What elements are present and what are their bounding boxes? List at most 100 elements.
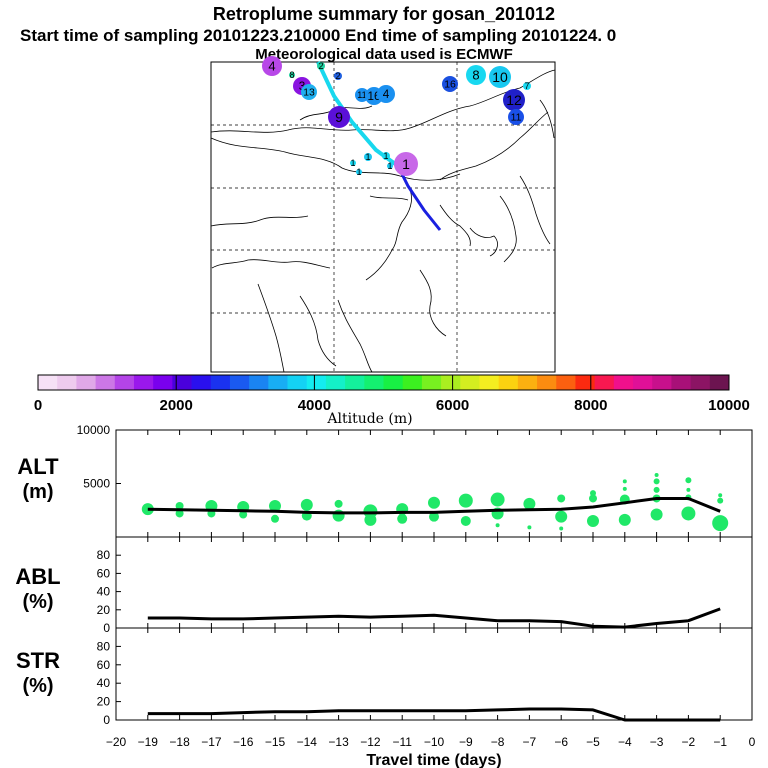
plume-marker-17 [350, 160, 356, 166]
chart-title: Retroplume summary for gosan_201012 [212, 4, 556, 24]
x-tick-label: −16 [233, 735, 254, 749]
colorbar-swatch [537, 375, 557, 390]
y-tick-label: 60 [97, 566, 111, 580]
plume-marker-12 [466, 65, 486, 85]
y-axis-unit: (%) [22, 591, 53, 613]
plume-marker-label: 4 [268, 59, 275, 74]
x-tick-label: −3 [650, 735, 664, 749]
plume-marker-label: 1 [383, 151, 388, 161]
meteorological-data-note: Meteorological data used is ECMWF [255, 46, 513, 63]
y-axis-label: STR [16, 648, 60, 673]
altitude-dot [490, 492, 505, 507]
y-tick-label: 60 [97, 658, 111, 672]
altitude-dot [460, 515, 471, 526]
colorbar-tick-label: 10000 [708, 397, 750, 414]
altitude-dot [587, 514, 599, 527]
plume-marker-20 [382, 152, 390, 160]
x-tick-label: −10 [424, 735, 445, 749]
colorbar-swatch [249, 375, 269, 390]
altitude-dot [397, 513, 408, 524]
altitude-dot [712, 515, 729, 532]
colorbar-swatch [633, 375, 653, 390]
y-tick-label: 40 [97, 585, 111, 599]
colorbar-swatch [402, 375, 423, 390]
sampling-time-subtitle: Start time of sampling 20101223.210000 E… [20, 26, 617, 45]
plume-marker-19 [364, 153, 372, 161]
y-axis-unit: (%) [22, 675, 53, 697]
altitude-dot [239, 510, 248, 519]
colorbar-swatch [133, 375, 154, 390]
map-frame [210, 61, 556, 373]
plume-marker-label: 9 [335, 109, 343, 125]
x-tick-label: −12 [360, 735, 381, 749]
altitude-dot [717, 497, 724, 504]
colorbar-tick-label: 6000 [436, 397, 469, 414]
x-tick-label: −17 [201, 735, 222, 749]
plume-marker-15 [503, 89, 525, 111]
colorbar-swatch [325, 375, 346, 390]
plume-marker-1 [262, 56, 282, 76]
x-tick-label: −19 [138, 735, 159, 749]
colorbar-swatch [613, 375, 634, 390]
plume-marker-3 [334, 72, 342, 80]
x-tick-label: −18 [169, 735, 190, 749]
plume-marker-label: 10 [492, 69, 508, 85]
colorbar-swatch [441, 375, 461, 390]
y-tick-label: 20 [97, 603, 111, 617]
y-tick-label: 0 [103, 713, 110, 727]
altitude-dot [557, 494, 566, 503]
plume-marker-label: 1 [356, 167, 361, 177]
x-tick-label: −20 [106, 735, 127, 749]
altitude-dot [523, 497, 536, 510]
altitude-dot [685, 477, 692, 484]
colorbar-swatch [479, 375, 500, 390]
plume-marker-label: 3 [299, 80, 306, 93]
plume-marker-label: 2 [335, 71, 340, 81]
y-tick-label: 80 [97, 548, 111, 562]
colorbar-swatch [172, 375, 192, 390]
altitude-dot [555, 510, 568, 523]
series-line-alt [147, 497, 721, 515]
plume-marker-label: 1 [365, 152, 370, 162]
y-axis-label: ALT [17, 454, 59, 479]
colorbar-swatch [229, 375, 250, 390]
colorbar-tick-label: 8000 [574, 397, 607, 414]
plume-marker-label: 13 [303, 88, 315, 99]
altitude-dot [681, 506, 696, 521]
colorbar-swatch [153, 375, 173, 390]
altitude-dot [428, 496, 440, 509]
plume-marker-14 [523, 82, 531, 90]
altitude-dot [364, 513, 377, 526]
colorbar-swatch [191, 375, 212, 390]
x-tick-label: −11 [392, 735, 412, 749]
colorbar-swatch [38, 375, 58, 390]
x-tick-label: −6 [554, 735, 568, 749]
altitude-dot [527, 525, 532, 530]
colorbar-swatch [210, 375, 231, 390]
altitude-dot [458, 493, 473, 508]
plume-marker-label: 16 [444, 80, 456, 91]
altitude-dot [589, 494, 597, 503]
colorbar-swatch [306, 375, 327, 390]
plume-marker-9 [377, 85, 395, 103]
altitude-dot [175, 501, 184, 510]
colorbar-swatch [517, 375, 538, 390]
altitude-dot [653, 478, 660, 485]
colorbar-title: Altitude (m) [326, 411, 412, 427]
plume-marker-label: 4 [383, 88, 390, 101]
y-tick-label: 80 [97, 639, 111, 653]
plume-marker-label: 1 [387, 161, 392, 171]
y-tick-label: 40 [97, 676, 111, 690]
x-tick-label: −9 [459, 735, 473, 749]
altitude-dot [686, 487, 691, 492]
colorbar-swatch [575, 375, 596, 390]
plume-marker-label: 11 [357, 90, 366, 100]
x-tick-label: −13 [328, 735, 349, 749]
colorbar-swatch [364, 375, 384, 390]
y-axis-unit: (m) [22, 481, 53, 503]
colorbar-tick-label: 2000 [160, 397, 193, 414]
colorbar-tick-label: 4000 [298, 397, 331, 414]
